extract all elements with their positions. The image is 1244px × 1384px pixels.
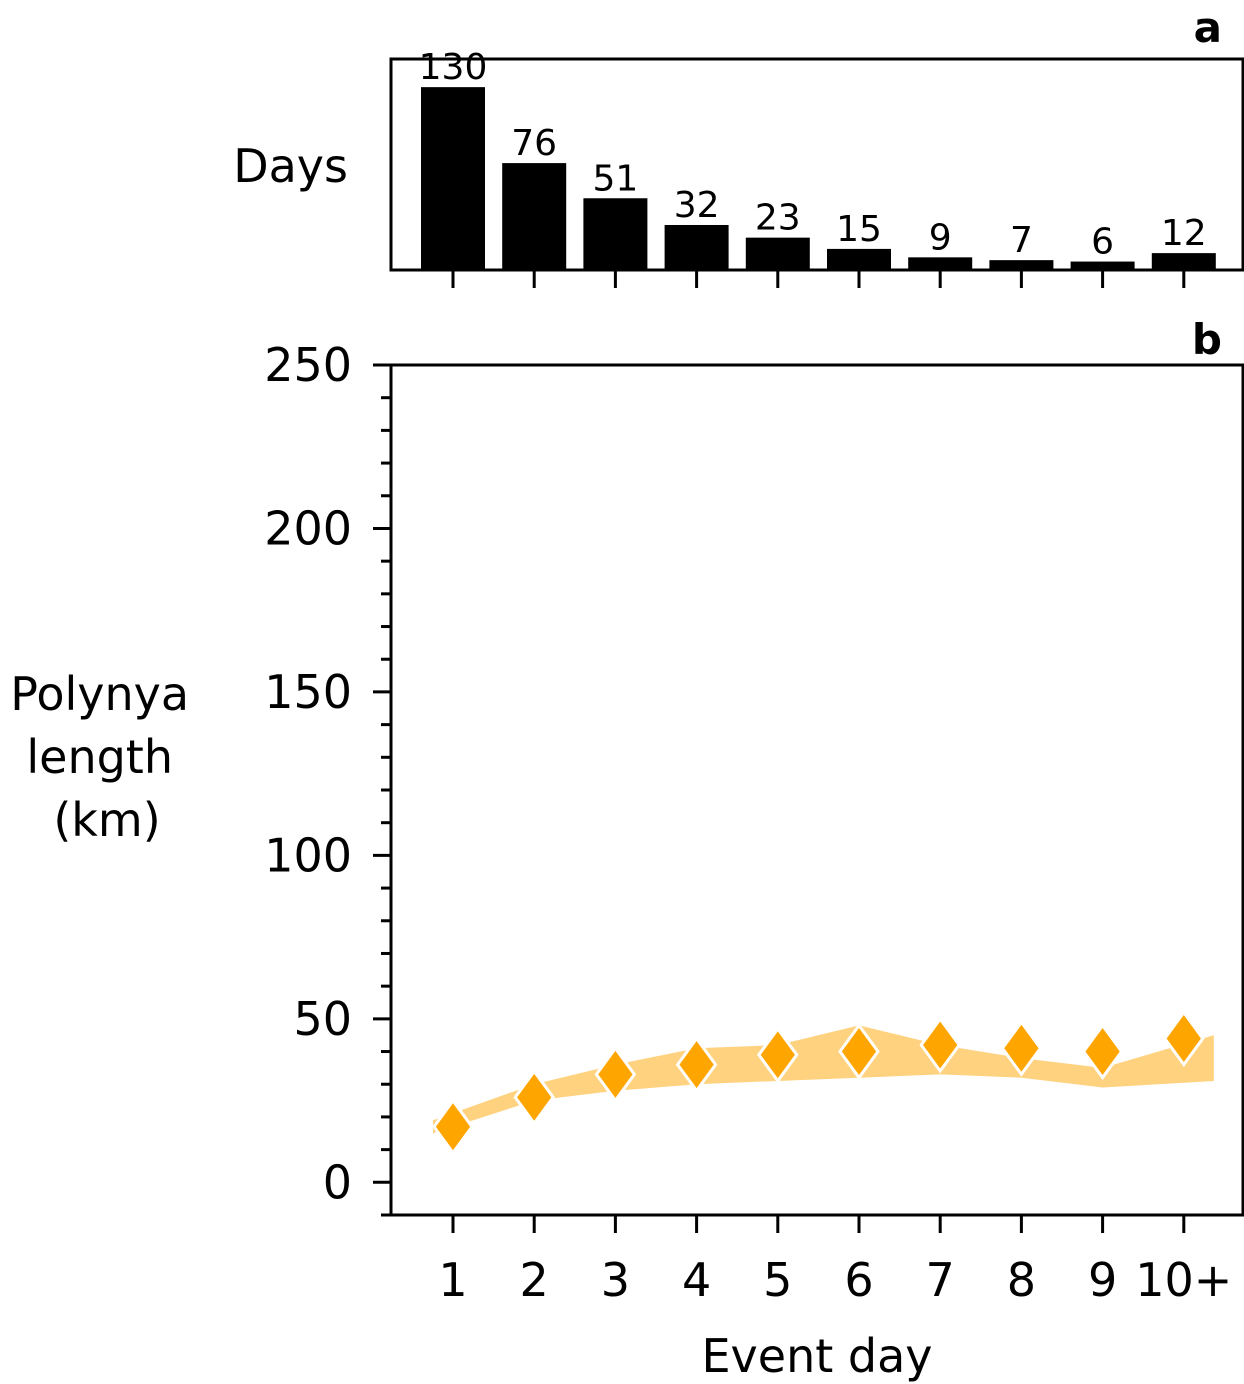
panel-b-letter: b [1192, 315, 1222, 364]
bar [827, 248, 891, 270]
x-tick-label: 8 [1007, 1253, 1036, 1307]
panel-b-markers [432, 1009, 1205, 1156]
bar-value-label: 15 [836, 209, 882, 250]
x-tick-label: 6 [844, 1253, 873, 1307]
panel-a-bars [421, 87, 1216, 270]
data-point [919, 1016, 962, 1074]
data-point [513, 1068, 556, 1126]
bar [421, 87, 485, 270]
y-tick-label: 50 [293, 992, 352, 1046]
data-point [1162, 1009, 1205, 1068]
bar [664, 224, 729, 270]
data-point [838, 1022, 880, 1081]
x-tick-label: 1 [438, 1253, 467, 1307]
panel-b-ylabel-line-3: (km) [53, 793, 160, 847]
panel-b-ylabel-line-2: length [26, 730, 173, 784]
panel-b-ylabel: Polynya length (km) [10, 667, 203, 847]
bar [745, 237, 810, 270]
x-tick-label: 7 [926, 1253, 955, 1307]
x-tick-label: 10+ [1135, 1253, 1232, 1307]
y-tick-label: 100 [264, 828, 352, 882]
panel-b-y-ticks [373, 363, 391, 1217]
bar [908, 257, 973, 270]
bar [502, 163, 567, 270]
panel-a-letter: a [1194, 3, 1222, 52]
y-tick-label: 150 [264, 665, 352, 719]
panel-b-band [433, 1025, 1214, 1134]
bar [989, 260, 1054, 270]
panel-a-frame [389, 57, 1244, 272]
x-tick-label: 3 [601, 1253, 630, 1307]
panel-a-x-ticks [451, 270, 1186, 288]
data-point [1081, 1022, 1124, 1081]
data-point [1000, 1019, 1043, 1077]
bar-value-label: 23 [755, 198, 801, 239]
y-tick-label: 200 [264, 501, 352, 555]
panel-b-frame [389, 363, 1244, 1217]
bar-value-label: 32 [674, 185, 720, 226]
x-tick-label: 5 [763, 1253, 792, 1307]
panel-a-ylabel: Days [233, 139, 348, 193]
data-point [675, 1036, 718, 1094]
bar [1151, 253, 1216, 270]
panel-b-x-ticks [451, 1215, 1186, 1233]
uncertainty-band [433, 1025, 1214, 1134]
bar-value-label: 12 [1161, 213, 1207, 254]
x-tick-label: 4 [682, 1253, 711, 1307]
bar [583, 198, 648, 270]
bar-value-label: 9 [929, 217, 952, 258]
bar-value-label: 51 [592, 158, 638, 199]
bar-value-label: 76 [511, 123, 557, 164]
y-tick-label: 250 [264, 338, 352, 392]
x-tick-label: 2 [520, 1253, 549, 1307]
y-tick-label: 0 [323, 1155, 352, 1209]
bar-value-label: 6 [1091, 222, 1114, 263]
data-point [756, 1026, 799, 1084]
bar-value-label: 7 [1010, 220, 1033, 261]
panel-b-x-tick-labels: 1 2 3 4 5 6 7 8 9 10+ [438, 1253, 1232, 1307]
x-tick-label: 9 [1088, 1253, 1117, 1307]
bar [1070, 261, 1135, 270]
data-point [594, 1045, 637, 1103]
panel-b-y-tick-labels: 0 50 100 150 200 250 [264, 338, 352, 1209]
panel-b-ylabel-line-1: Polynya [10, 667, 189, 721]
panel-b-xlabel: Event day [701, 1329, 932, 1383]
bar-value-label: 130 [419, 47, 488, 88]
data-point [432, 1098, 474, 1156]
